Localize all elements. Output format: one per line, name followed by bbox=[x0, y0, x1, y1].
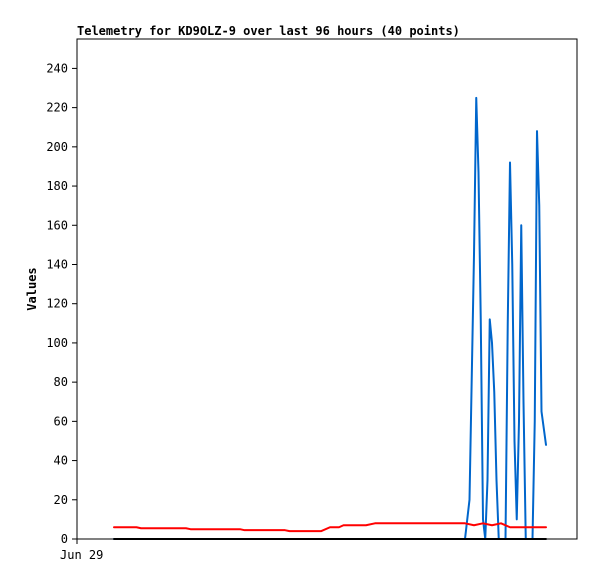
y-tick-label: 220 bbox=[46, 101, 68, 115]
y-axis-label: Values bbox=[25, 267, 39, 310]
y-tick-label: 80 bbox=[54, 375, 68, 389]
y-tick-label: 240 bbox=[46, 61, 68, 75]
y-tick-label: 140 bbox=[46, 257, 68, 271]
y-tick-label: 60 bbox=[54, 414, 68, 428]
y-tick-label: 200 bbox=[46, 140, 68, 154]
x-tick-label: Jun 29 bbox=[60, 548, 103, 562]
y-axis-ticks: 0 20 40 60 80 100 120 140 160 180 200 220 240 bbox=[46, 61, 77, 546]
y-tick-label: 160 bbox=[46, 218, 68, 232]
y-tick-label: 100 bbox=[46, 336, 68, 350]
chart-title: Telemetry for KD9OLZ-9 over last 96 hour… bbox=[77, 24, 460, 38]
plot-area-frame bbox=[76, 38, 578, 540]
y-tick-label: 20 bbox=[54, 493, 68, 507]
y-tick-label: 180 bbox=[46, 179, 68, 193]
series-layer bbox=[113, 96, 547, 540]
y-tick-label: 0 bbox=[61, 532, 68, 546]
series-line-1 bbox=[113, 522, 547, 533]
y-tick-label: 120 bbox=[46, 297, 68, 311]
y-tick-label: 40 bbox=[54, 454, 68, 468]
